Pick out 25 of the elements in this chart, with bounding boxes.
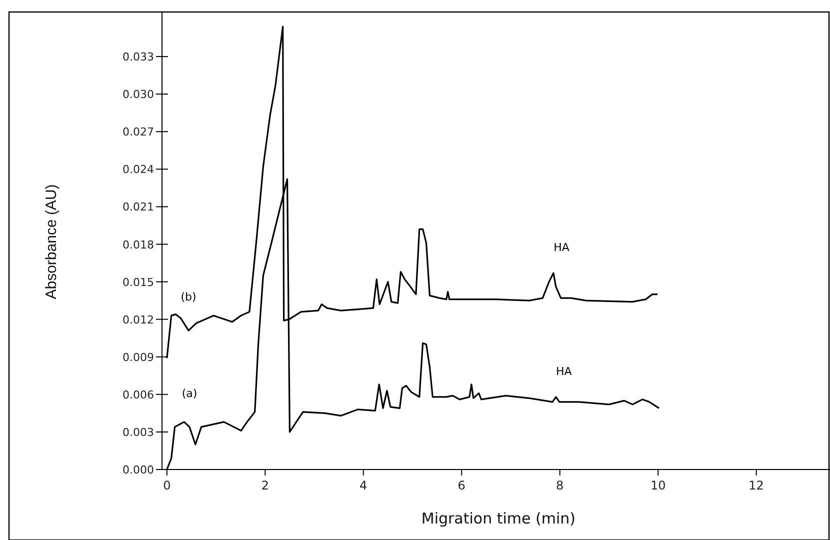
text: (a) — [182, 386, 198, 400]
y-tick-label: 0.012 — [122, 313, 154, 326]
y-tick-label: 0.009 — [122, 350, 154, 364]
y-tick-label: 0.003 — [122, 426, 154, 439]
x-axis-title: Migration time (min) — [421, 510, 576, 528]
x-tick-label: 12 — [748, 478, 764, 492]
x-tick-label: 2 — [261, 478, 269, 492]
y-tick-label: 0.027 — [122, 126, 154, 139]
y-tick-label: 0.000 — [122, 464, 154, 476]
annotation: HA — [556, 364, 572, 378]
y-tick-label: 0.015 — [122, 276, 154, 289]
x-tick-label: 8 — [556, 478, 564, 492]
y-tick-label: 0.021 — [122, 200, 154, 214]
x-tick-label: 4 — [360, 478, 368, 492]
y-tick-label: 0.006 — [122, 388, 154, 402]
x-tick-label: 6 — [458, 478, 466, 492]
y-tick-label: 0.030 — [122, 88, 154, 102]
x-tick-label: 10 — [650, 478, 666, 492]
y-axis-title: Absorbance (AU) — [43, 184, 60, 300]
y-tick-label: 0.024 — [122, 163, 154, 176]
x-tick-label: 0 — [163, 478, 171, 492]
y-tick-label: 0.018 — [122, 238, 154, 252]
series-label: (b) — [180, 290, 196, 304]
y-tick-label: 0.033 — [122, 50, 154, 64]
annotation: HA — [554, 241, 570, 254]
